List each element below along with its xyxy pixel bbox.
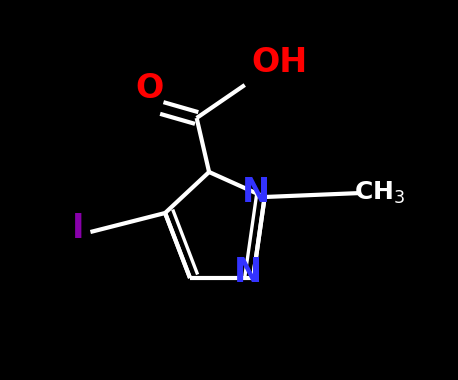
Text: O: O bbox=[135, 71, 164, 104]
Text: N: N bbox=[234, 255, 262, 288]
Text: N: N bbox=[242, 176, 270, 209]
Text: CH$_3$: CH$_3$ bbox=[354, 180, 405, 206]
Text: I: I bbox=[72, 212, 85, 244]
Text: OH: OH bbox=[251, 46, 307, 79]
